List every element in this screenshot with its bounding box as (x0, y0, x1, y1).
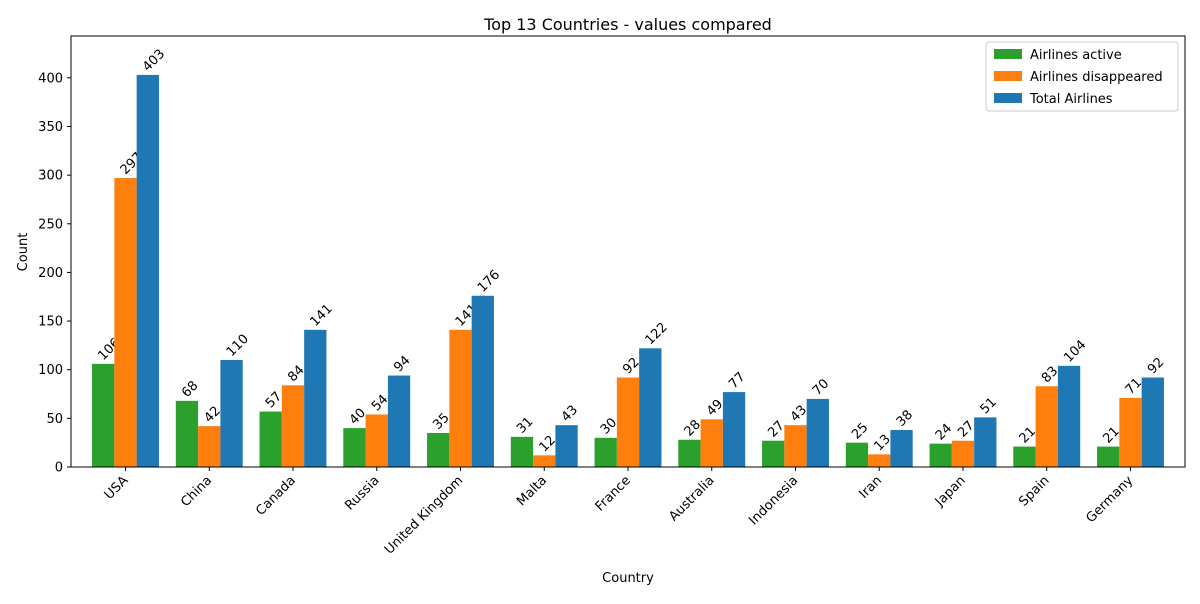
bar (449, 329, 472, 467)
chart-title: Top 13 Countries - values compared (483, 15, 772, 34)
legend-box (985, 41, 1179, 112)
y-tick-label: 100 (38, 363, 63, 378)
bar (929, 443, 952, 467)
bar (387, 375, 411, 467)
bar (890, 430, 913, 467)
bar (510, 436, 534, 467)
legend: Airlines active Airlines disappeared Total… (985, 41, 1179, 112)
y-tick-label: 300 (38, 169, 63, 184)
bar (533, 455, 556, 467)
bar (1097, 446, 1120, 467)
bar (365, 414, 388, 467)
bar (259, 411, 282, 467)
bar (951, 440, 975, 467)
bar (806, 398, 829, 467)
bar (594, 437, 617, 467)
y-tick-label: 150 (38, 315, 63, 330)
bar (845, 442, 869, 467)
bar (136, 74, 159, 468)
legend-label: Airlines disappeared (1030, 70, 1163, 85)
bar (784, 425, 807, 467)
bar (281, 385, 305, 467)
bar (220, 359, 243, 467)
legend-label: Airlines active (1030, 48, 1122, 63)
bar (343, 428, 366, 467)
bar (175, 400, 199, 467)
bar (762, 440, 785, 467)
bar (1141, 377, 1164, 467)
y-tick-label: 50 (46, 412, 63, 427)
bar (1057, 365, 1081, 467)
bar (1013, 446, 1036, 467)
bar (471, 295, 494, 467)
bar (427, 432, 450, 467)
bar (198, 426, 221, 467)
bar (722, 392, 746, 467)
bar (555, 425, 578, 467)
legend-swatch (994, 71, 1022, 81)
bar (974, 417, 997, 467)
legend-swatch (994, 93, 1022, 103)
y-axis-label: Count (16, 233, 31, 272)
y-tick-label: 0 (55, 461, 63, 476)
bar (868, 454, 891, 467)
bar (92, 363, 115, 467)
legend-swatch (994, 49, 1022, 59)
legend-label: Total Airlines (1029, 92, 1113, 107)
y-tick-label: 200 (38, 266, 63, 281)
y-tick-label: 400 (38, 71, 63, 86)
bar (1035, 386, 1058, 467)
bar (114, 178, 137, 468)
bar (616, 377, 640, 467)
y-tick-label: 350 (38, 120, 63, 135)
x-axis-label: Country (602, 571, 654, 586)
bar (678, 439, 701, 467)
bar (639, 348, 662, 467)
bar (304, 329, 327, 467)
bar (1119, 397, 1142, 467)
y-tick-label: 250 (38, 217, 63, 232)
bar (700, 419, 723, 467)
